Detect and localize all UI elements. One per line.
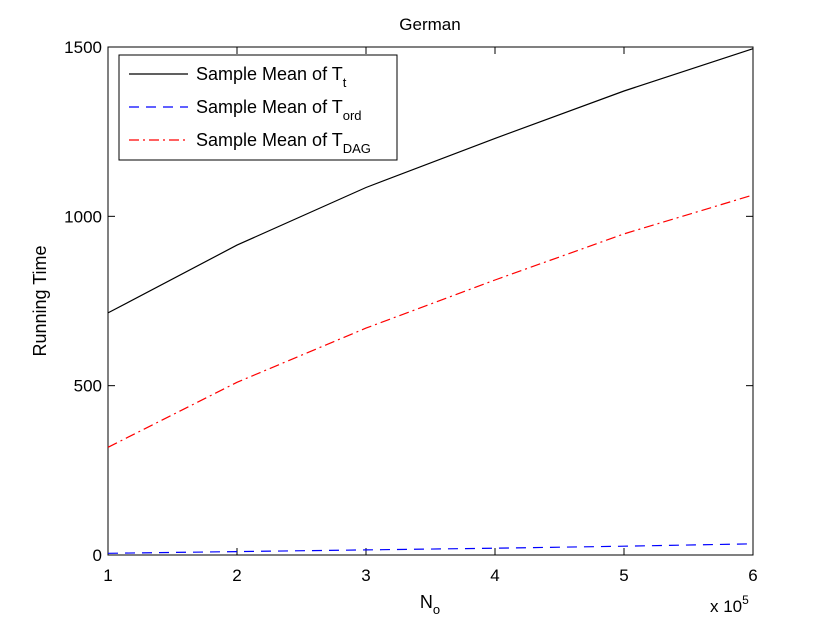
legend-entry-subscript: ord xyxy=(343,108,362,123)
x-tick-label: 2 xyxy=(232,566,241,585)
series-line xyxy=(107,48,754,314)
legend-entry-label: Sample Mean of TDAG xyxy=(196,130,371,156)
chart-title: German xyxy=(399,15,460,34)
x-axis-label-subscript: o xyxy=(433,602,440,617)
x-tick-label: 1 xyxy=(103,566,112,585)
x-multiplier-base: x 10 xyxy=(710,597,742,616)
series-line xyxy=(107,543,754,554)
x-axis-multiplier: x 105 xyxy=(710,593,749,616)
x-tick-label: 3 xyxy=(361,566,370,585)
series-lines xyxy=(107,48,754,554)
x-axis-label: No xyxy=(420,592,440,617)
y-tick-label: 1000 xyxy=(64,207,102,226)
x-tick-label: 4 xyxy=(490,566,499,585)
axis-ticks xyxy=(107,46,754,556)
legend-entry-label: Sample Mean of Tord xyxy=(196,97,362,123)
y-tick-labels: 0 500 1000 1500 xyxy=(64,38,102,565)
x-tick-label: 5 xyxy=(619,566,628,585)
y-tick-label: 0 xyxy=(93,546,102,565)
x-multiplier-exponent: 5 xyxy=(742,593,749,607)
legend-entry-name: Sample Mean of T xyxy=(196,130,343,150)
legend-entry-name: Sample Mean of T xyxy=(196,64,343,84)
legend-entry-subscript: DAG xyxy=(343,141,371,156)
x-tick-labels: 1 2 3 4 5 6 xyxy=(103,566,757,585)
y-tick-label: 1500 xyxy=(64,38,102,57)
legend-entry-name: Sample Mean of T xyxy=(196,97,343,117)
y-axis-label: Running Time xyxy=(30,245,50,356)
legend-entry-subscript: t xyxy=(343,75,347,90)
x-axis-label-main: N xyxy=(420,592,433,612)
x-tick-label: 6 xyxy=(748,566,757,585)
legend-entry-label: Sample Mean of Tt xyxy=(196,64,347,90)
y-tick-label: 500 xyxy=(74,377,102,396)
series-line xyxy=(107,194,754,448)
